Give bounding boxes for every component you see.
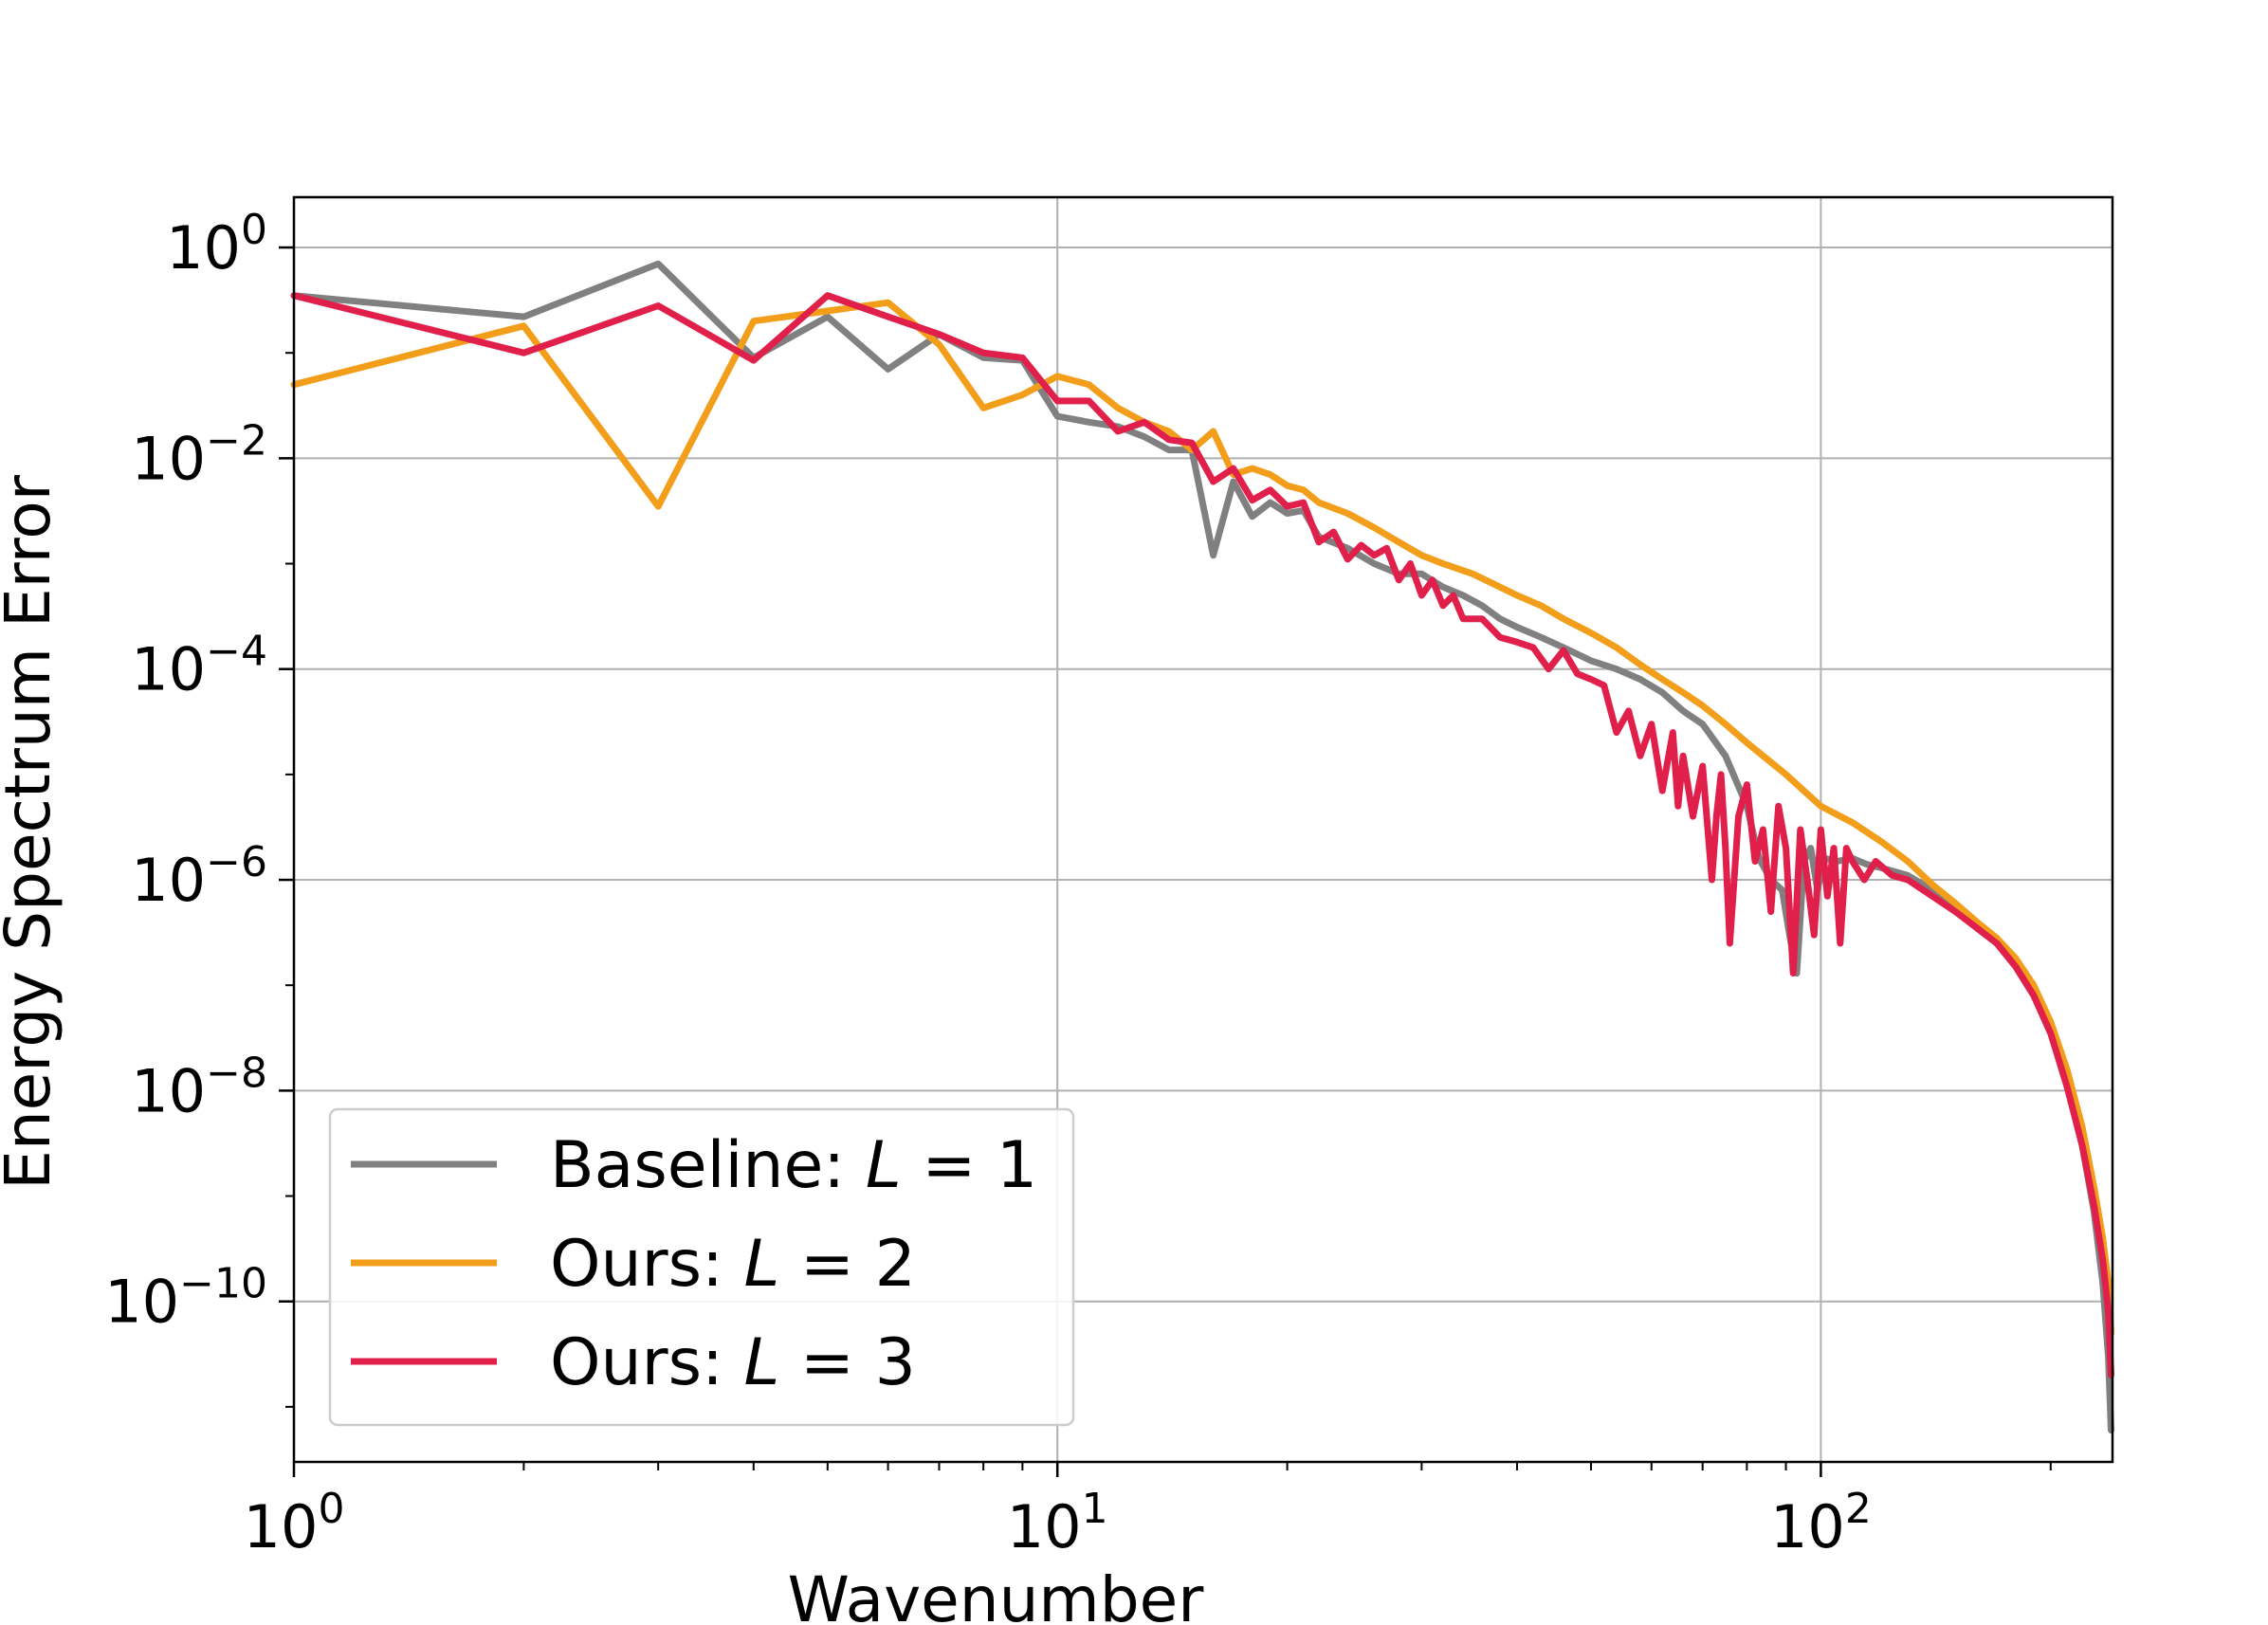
legend-box xyxy=(328,1107,1075,1427)
x-axis-label: Wavenumber xyxy=(788,1563,1205,1625)
y-tick-label: 10−4 xyxy=(131,628,267,704)
legend-label-1: Baseline: L = 1 xyxy=(550,1128,1037,1203)
legend-label-3: Ours: L = 3 xyxy=(550,1325,916,1400)
y-axis-label: Energy Spectrum Error xyxy=(0,474,64,1190)
y-tick-label: 10−8 xyxy=(131,1049,267,1125)
plot-frame xyxy=(292,195,2114,1464)
series-line-3 xyxy=(290,292,2114,1379)
series-line-2 xyxy=(290,299,2114,1337)
series-layer xyxy=(290,260,2114,1433)
y-tick-label: 10−10 xyxy=(104,1260,267,1337)
y-tick-label: 100 xyxy=(166,206,267,283)
x-tick-label: 102 xyxy=(1770,1485,1872,1561)
legend: Baseline: L = 1 Ours: L = 2 Ours: L = 3 xyxy=(328,1107,1075,1427)
legend-label-2: Ours: L = 2 xyxy=(550,1227,916,1302)
x-tick-label: 100 xyxy=(244,1485,345,1561)
y-tick-label: 10−6 xyxy=(131,838,267,915)
ticks: 100 101 102 100 10−2 10−4 10−6 10−8 10−10 xyxy=(104,206,2052,1561)
x-tick-label: 101 xyxy=(1007,1485,1108,1561)
y-tick-label: 10−2 xyxy=(131,416,267,493)
